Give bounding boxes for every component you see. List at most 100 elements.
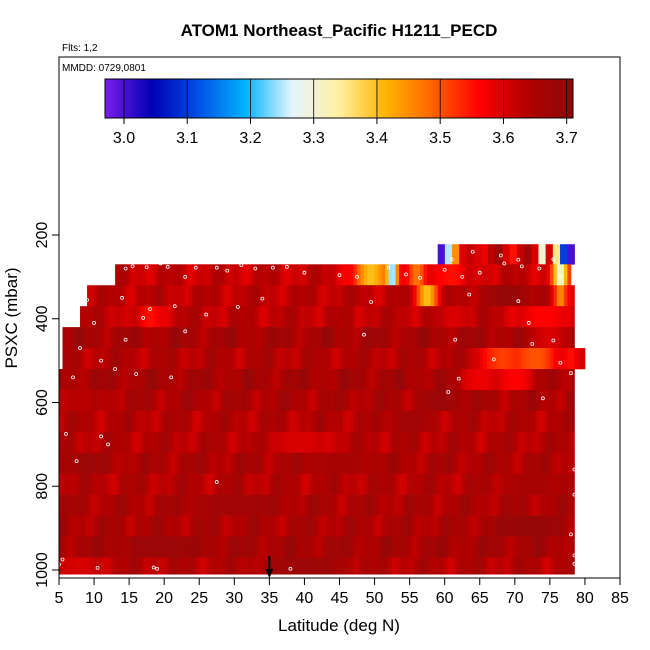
sample-point (516, 299, 521, 304)
heatmap-cell (546, 369, 551, 391)
heatmap-cell (500, 369, 505, 391)
heatmap-cell (546, 306, 551, 328)
colorbar-segment (297, 79, 301, 118)
heatmap-cell (115, 536, 120, 558)
sample-point (113, 367, 117, 371)
colorbar-segment (133, 79, 137, 118)
heatmap-cell (402, 452, 407, 474)
heatmap-cell (76, 452, 81, 474)
heatmap-cell (451, 431, 456, 454)
colorbar-segment (219, 79, 223, 118)
heatmap-cell (444, 410, 449, 433)
colorbar-segment (274, 79, 278, 118)
heatmap-cell (132, 494, 137, 516)
colorbar-segment (214, 79, 218, 118)
heatmap-cell (293, 285, 298, 307)
colorbar-segment (266, 79, 270, 118)
heatmap-cell (357, 306, 361, 328)
heatmap-cell (62, 452, 67, 474)
heatmap-cell (563, 452, 568, 474)
heatmap-cell (385, 515, 389, 537)
heatmap-cell (469, 473, 474, 495)
heatmap-cell (472, 557, 477, 575)
heatmap-cell (90, 306, 95, 328)
heatmap-cell (399, 327, 404, 349)
colorbar-segment (190, 79, 194, 118)
heatmap-cell (129, 306, 134, 328)
heatmap-cell (136, 515, 141, 537)
heatmap-cell (62, 410, 67, 433)
heatmap-cell (174, 285, 179, 307)
heatmap-cell (483, 389, 488, 412)
heatmap-cell (262, 557, 267, 575)
heatmap-cell (353, 515, 358, 537)
heatmap-cell (265, 306, 270, 328)
heatmap-cell (108, 306, 112, 328)
heatmap-cell (153, 389, 158, 412)
heatmap-cell (385, 327, 389, 349)
heatmap-cell (420, 264, 425, 286)
heatmap-cell (357, 389, 361, 412)
colorbar-segment (362, 79, 366, 118)
heatmap-cell (59, 494, 63, 516)
heatmap-cell (483, 452, 488, 474)
colorbar-segment (131, 79, 135, 118)
heatmap-cell (420, 285, 425, 307)
heatmap-cell (269, 431, 274, 454)
heatmap-cell (560, 452, 565, 474)
heatmap-cell (87, 473, 91, 495)
heatmap-cell (381, 264, 386, 286)
colorbar-segment (229, 79, 233, 118)
heatmap-cell (276, 348, 281, 370)
heatmap-cell (318, 536, 323, 558)
heatmap-cell (430, 515, 435, 537)
heatmap-cell (97, 536, 102, 558)
heatmap-cell (167, 515, 172, 537)
heatmap-cell (367, 536, 372, 558)
heatmap-cell (164, 557, 169, 575)
heatmap-cell (518, 369, 523, 391)
x-tick-label: 75 (541, 590, 559, 607)
heatmap-cell (279, 327, 284, 349)
heatmap-cell (472, 515, 477, 537)
heatmap-cell (230, 410, 235, 433)
heatmap-cell (230, 557, 235, 575)
heatmap-cell (244, 431, 249, 454)
heatmap-cell (328, 389, 333, 412)
heatmap-cell (563, 327, 568, 349)
heatmap-cell (241, 369, 246, 391)
heatmap-cell (104, 515, 109, 537)
heatmap-cell (448, 473, 453, 495)
heatmap-cell (220, 348, 225, 370)
heatmap-cell (255, 348, 260, 370)
heatmap-cell (297, 306, 302, 328)
heatmap-cell (455, 389, 460, 412)
sample-point (71, 375, 75, 380)
heatmap-cell (125, 264, 130, 286)
heatmap-cell (241, 327, 246, 349)
heatmap-cell (374, 285, 379, 307)
heatmap-cell (227, 389, 232, 412)
x-tick-label: 55 (401, 590, 419, 607)
heatmap-cell (94, 327, 98, 349)
heatmap-cell (406, 515, 411, 537)
heatmap-cell (150, 306, 155, 328)
y-tick-label: 800 (34, 473, 51, 500)
heatmap-cell (199, 327, 204, 349)
heatmap-cell (213, 264, 218, 286)
heatmap-cell (343, 536, 347, 558)
heatmap-cell (570, 348, 575, 370)
heatmap-cell (73, 431, 77, 454)
colorbar-segment (469, 79, 473, 118)
heatmap-cell (353, 431, 358, 454)
heatmap-cell (118, 285, 123, 307)
heatmap-cell (237, 389, 242, 412)
heatmap-cell (497, 389, 502, 412)
heatmap-cell (202, 557, 207, 575)
heatmap-cell (549, 473, 554, 495)
heatmap-cell (525, 348, 530, 370)
heatmap-cell (230, 473, 235, 495)
heatmap-cell (283, 515, 288, 537)
heatmap-cell (465, 473, 470, 495)
colorbar-segment (151, 79, 155, 118)
